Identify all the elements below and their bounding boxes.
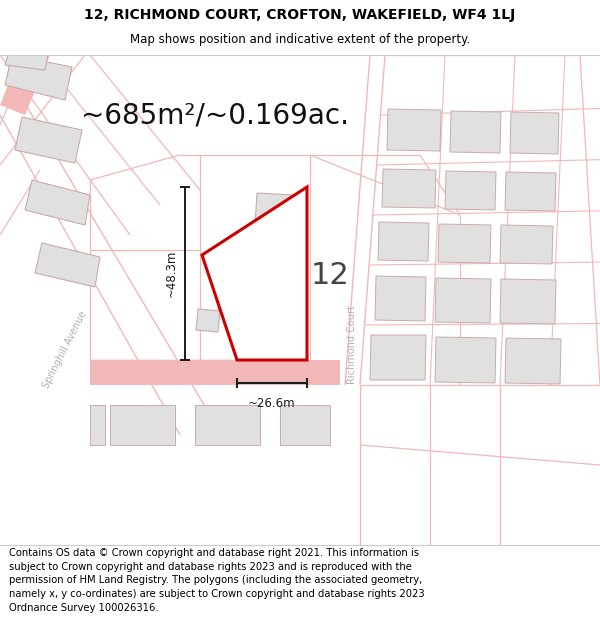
Text: ~685m²/~0.169ac.: ~685m²/~0.169ac.	[81, 101, 349, 129]
Polygon shape	[445, 171, 496, 210]
Text: Springhill Avenue: Springhill Avenue	[41, 310, 89, 390]
Polygon shape	[255, 193, 292, 227]
Text: ~48.3m: ~48.3m	[164, 250, 178, 297]
Polygon shape	[370, 335, 426, 380]
Polygon shape	[218, 280, 254, 313]
Polygon shape	[450, 111, 501, 153]
Polygon shape	[505, 172, 556, 211]
Polygon shape	[378, 222, 429, 261]
Polygon shape	[25, 180, 90, 225]
Text: Richmond Court: Richmond Court	[347, 306, 357, 384]
Text: ~26.6m: ~26.6m	[248, 397, 296, 410]
Polygon shape	[435, 278, 491, 323]
Polygon shape	[202, 187, 307, 360]
Polygon shape	[90, 405, 105, 445]
Text: Map shows position and indicative extent of the property.: Map shows position and indicative extent…	[130, 33, 470, 46]
Polygon shape	[438, 224, 491, 263]
Text: 12, RICHMOND COURT, CROFTON, WAKEFIELD, WF4 1LJ: 12, RICHMOND COURT, CROFTON, WAKEFIELD, …	[85, 8, 515, 22]
Polygon shape	[110, 405, 175, 445]
Polygon shape	[500, 225, 553, 264]
Polygon shape	[195, 405, 260, 445]
Polygon shape	[250, 231, 282, 257]
Polygon shape	[5, 55, 72, 100]
Polygon shape	[382, 169, 436, 208]
Polygon shape	[435, 337, 496, 383]
Polygon shape	[375, 276, 426, 321]
Polygon shape	[280, 405, 330, 445]
Polygon shape	[387, 109, 441, 151]
Text: Contains OS data © Crown copyright and database right 2021. This information is
: Contains OS data © Crown copyright and d…	[9, 548, 425, 612]
Polygon shape	[505, 338, 561, 384]
Polygon shape	[500, 279, 556, 324]
Polygon shape	[0, 55, 50, 115]
Polygon shape	[90, 360, 340, 385]
Polygon shape	[196, 309, 220, 332]
Polygon shape	[510, 112, 559, 154]
Text: 12: 12	[311, 261, 349, 289]
Polygon shape	[15, 117, 82, 163]
Polygon shape	[5, 55, 48, 70]
Polygon shape	[35, 243, 100, 287]
